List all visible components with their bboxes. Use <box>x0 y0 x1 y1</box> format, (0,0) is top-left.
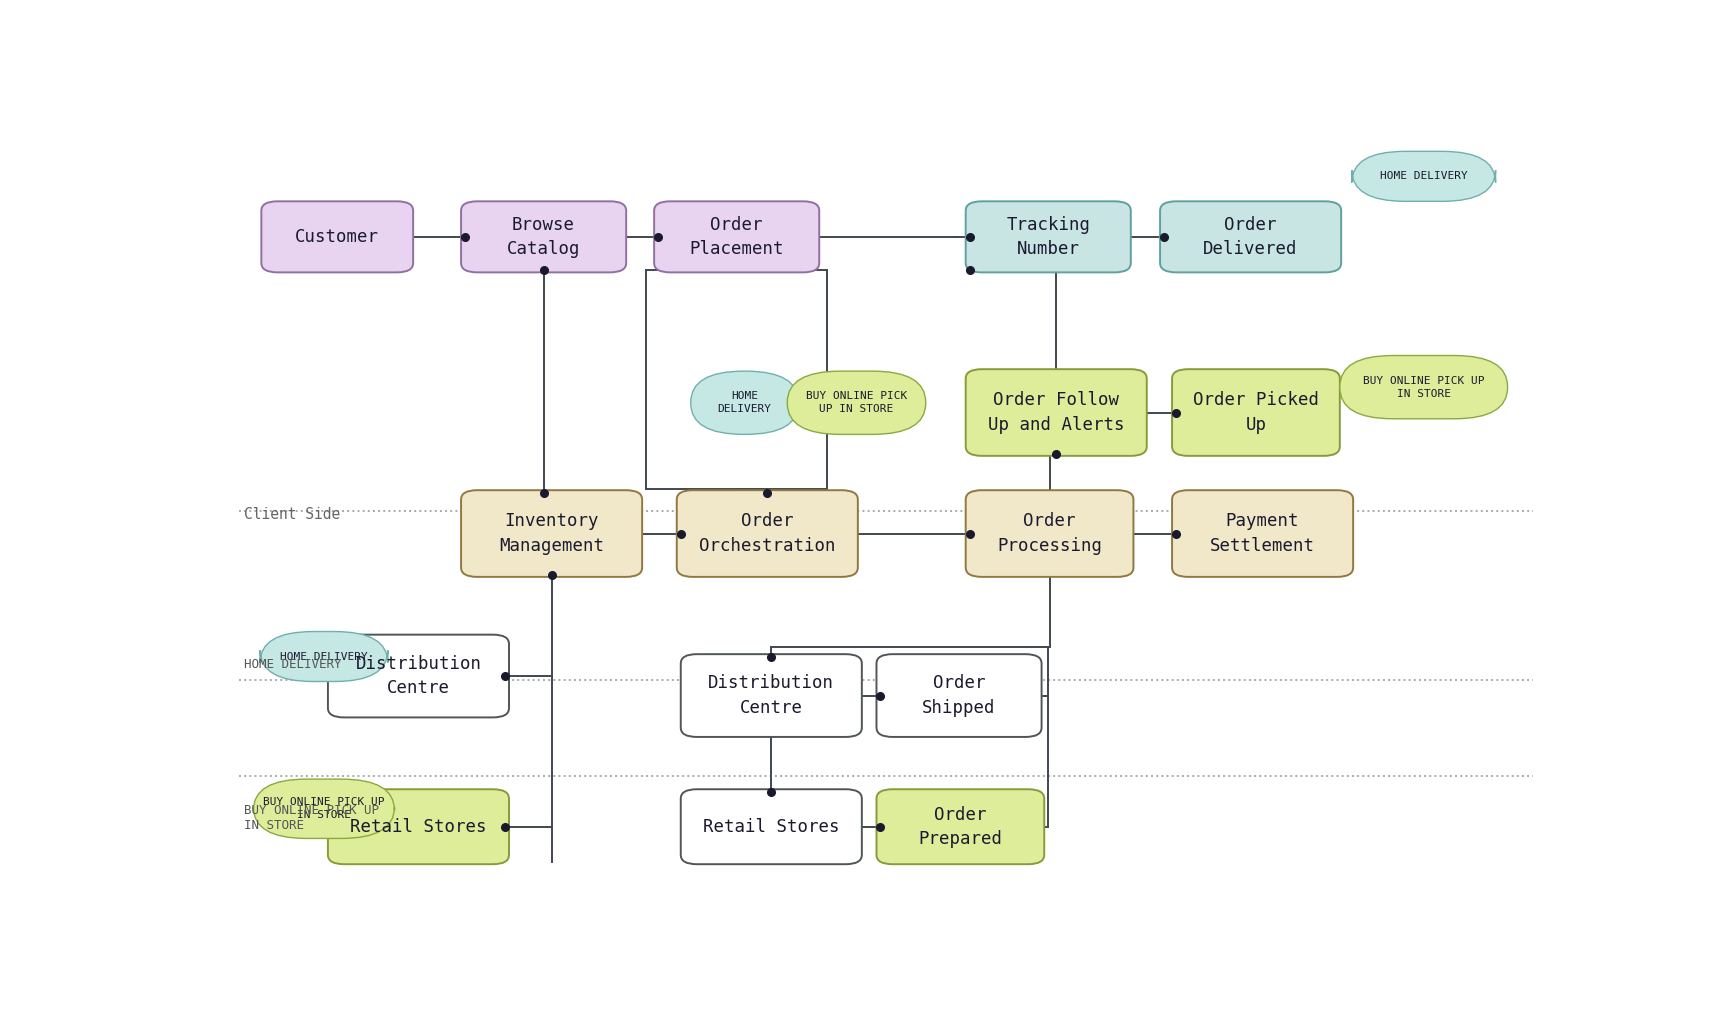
Text: Distribution
Centre: Distribution Centre <box>356 655 481 698</box>
Text: Retail Stores: Retail Stores <box>703 817 840 836</box>
FancyBboxPatch shape <box>328 789 509 864</box>
Text: HOME
DELIVERY: HOME DELIVERY <box>718 391 771 414</box>
FancyBboxPatch shape <box>1172 369 1340 456</box>
FancyBboxPatch shape <box>261 202 412 273</box>
Text: BUY ONLINE PICK
UP IN STORE: BUY ONLINE PICK UP IN STORE <box>806 391 907 414</box>
FancyBboxPatch shape <box>1352 151 1496 202</box>
FancyBboxPatch shape <box>460 490 643 577</box>
Text: BUY ONLINE PICK UP
IN STORE: BUY ONLINE PICK UP IN STORE <box>1362 376 1484 399</box>
FancyBboxPatch shape <box>253 779 395 839</box>
FancyBboxPatch shape <box>655 202 819 273</box>
Text: Distribution
Centre: Distribution Centre <box>708 674 835 717</box>
Text: HOME DELIVERY: HOME DELIVERY <box>1380 171 1467 182</box>
Text: Order
Placement: Order Placement <box>689 216 783 258</box>
Text: Order
Orchestration: Order Orchestration <box>699 512 835 555</box>
FancyBboxPatch shape <box>680 789 862 864</box>
FancyBboxPatch shape <box>677 490 857 577</box>
Text: Order Picked
Up: Order Picked Up <box>1192 391 1319 434</box>
Text: BUY ONLINE PICK UP
IN STORE: BUY ONLINE PICK UP IN STORE <box>244 804 380 832</box>
FancyBboxPatch shape <box>787 371 926 434</box>
FancyBboxPatch shape <box>966 202 1130 273</box>
Text: Retail Stores: Retail Stores <box>350 817 486 836</box>
Text: Payment
Settlement: Payment Settlement <box>1209 512 1314 555</box>
Text: Order
Prepared: Order Prepared <box>919 805 1002 848</box>
Text: Browse
Catalog: Browse Catalog <box>507 216 581 258</box>
Text: HOME DELIVERY: HOME DELIVERY <box>244 658 342 671</box>
FancyBboxPatch shape <box>1172 490 1354 577</box>
FancyBboxPatch shape <box>966 490 1134 577</box>
FancyBboxPatch shape <box>328 635 509 718</box>
Text: Order
Shipped: Order Shipped <box>923 674 996 717</box>
FancyBboxPatch shape <box>876 789 1045 864</box>
FancyBboxPatch shape <box>460 202 625 273</box>
Text: Tracking
Number: Tracking Number <box>1007 216 1091 258</box>
Text: Client Side: Client Side <box>244 507 340 522</box>
Text: Order
Delivered: Order Delivered <box>1203 216 1297 258</box>
FancyBboxPatch shape <box>1340 356 1508 419</box>
Text: Inventory
Management: Inventory Management <box>500 512 605 555</box>
FancyBboxPatch shape <box>966 369 1146 456</box>
Text: Order
Processing: Order Processing <box>996 512 1101 555</box>
Text: Customer: Customer <box>295 228 380 245</box>
Text: BUY ONLINE PICK UP
IN STORE: BUY ONLINE PICK UP IN STORE <box>263 797 385 820</box>
FancyBboxPatch shape <box>876 654 1041 737</box>
Text: Order Follow
Up and Alerts: Order Follow Up and Alerts <box>988 391 1125 434</box>
FancyBboxPatch shape <box>259 632 388 681</box>
FancyBboxPatch shape <box>680 654 862 737</box>
FancyBboxPatch shape <box>691 371 799 434</box>
FancyBboxPatch shape <box>1160 202 1342 273</box>
Text: HOME DELIVERY: HOME DELIVERY <box>280 652 368 661</box>
